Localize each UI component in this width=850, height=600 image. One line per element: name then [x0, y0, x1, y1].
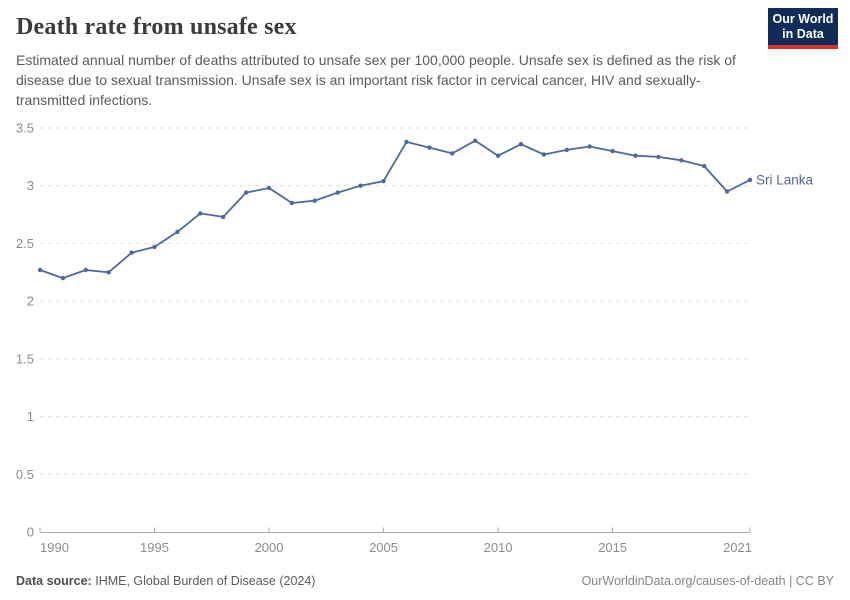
data-point[interactable] — [404, 139, 409, 145]
data-point[interactable] — [427, 145, 432, 150]
data-point[interactable] — [175, 229, 180, 235]
x-axis-label: 1995 — [140, 540, 169, 555]
x-axis-label: 2000 — [255, 540, 284, 555]
data-point[interactable] — [358, 183, 363, 188]
y-axis-labels: 0 0.5 1 1.5 2 2.5 3 3.5 — [16, 121, 34, 540]
owid-logo-line1: Our World — [772, 11, 834, 26]
y-axis-label: 2.5 — [16, 236, 34, 251]
chart-subtitle: Estimated annual number of deaths attrib… — [16, 52, 736, 108]
y-axis-label: 0 — [27, 525, 34, 540]
data-point[interactable] — [312, 198, 317, 203]
data-source: Data source: IHME, Global Burden of Dise… — [16, 574, 315, 588]
data-point[interactable] — [702, 163, 707, 169]
y-axis-label: 0.5 — [16, 467, 34, 482]
data-point[interactable] — [266, 185, 272, 191]
data-point[interactable] — [633, 153, 638, 158]
x-axis-label: 2010 — [484, 540, 513, 555]
data-point[interactable] — [747, 177, 753, 183]
data-point[interactable] — [587, 144, 592, 149]
data-point[interactable] — [129, 250, 134, 255]
owid-credit-link[interactable]: OurWorldinData.org/causes-of-death | CC … — [581, 574, 834, 588]
data-point[interactable] — [518, 142, 524, 147]
series-line[interactable] — [39, 139, 751, 279]
x-axis-label: 1990 — [40, 540, 69, 555]
x-axis-label: 2005 — [369, 540, 398, 555]
data-point[interactable] — [541, 152, 547, 157]
gridlines — [40, 127, 750, 475]
data-point[interactable] — [473, 138, 478, 143]
data-source-label: Data source: — [16, 574, 92, 588]
data-point[interactable] — [724, 189, 730, 194]
x-axis-labels: 1990 1995 2000 2005 2010 2015 2021 — [40, 540, 752, 555]
data-point[interactable] — [152, 244, 157, 250]
data-point[interactable] — [37, 267, 43, 273]
data-point[interactable] — [564, 147, 569, 153]
data-point[interactable] — [60, 275, 66, 281]
owid-logo[interactable]: Our World in Data — [768, 8, 838, 49]
data-point[interactable] — [381, 178, 386, 184]
y-axis-label: 1 — [27, 409, 34, 424]
series-end-label[interactable]: Sri Lanka — [756, 172, 814, 187]
y-axis-label: 2 — [27, 294, 34, 309]
chart-footer: Data source: IHME, Global Burden of Dise… — [16, 574, 834, 588]
data-point[interactable] — [450, 151, 455, 156]
x-axis-label: 2015 — [598, 540, 627, 555]
data-point[interactable] — [610, 148, 615, 154]
data-point[interactable] — [198, 211, 203, 216]
x-axis — [39, 527, 751, 533]
owid-logo-line2: in Data — [782, 26, 824, 41]
data-point[interactable] — [243, 190, 249, 195]
data-point[interactable] — [679, 158, 684, 163]
y-axis-label: 3.5 — [16, 121, 34, 136]
x-axis-label: 2021 — [723, 540, 752, 555]
data-point[interactable] — [83, 267, 89, 273]
data-point[interactable] — [289, 200, 295, 206]
y-axis-label: 3 — [27, 178, 34, 193]
data-source-value: IHME, Global Burden of Disease (2024) — [95, 574, 316, 588]
chart-title: Death rate from unsafe sex — [16, 14, 297, 40]
y-axis-label: 1.5 — [16, 351, 34, 366]
data-point[interactable] — [495, 153, 501, 158]
data-point[interactable] — [106, 270, 111, 275]
data-point[interactable] — [656, 154, 661, 160]
data-point[interactable] — [335, 190, 340, 195]
data-point[interactable] — [221, 214, 226, 220]
series-sri-lanka: Sri Lanka — [37, 138, 814, 281]
